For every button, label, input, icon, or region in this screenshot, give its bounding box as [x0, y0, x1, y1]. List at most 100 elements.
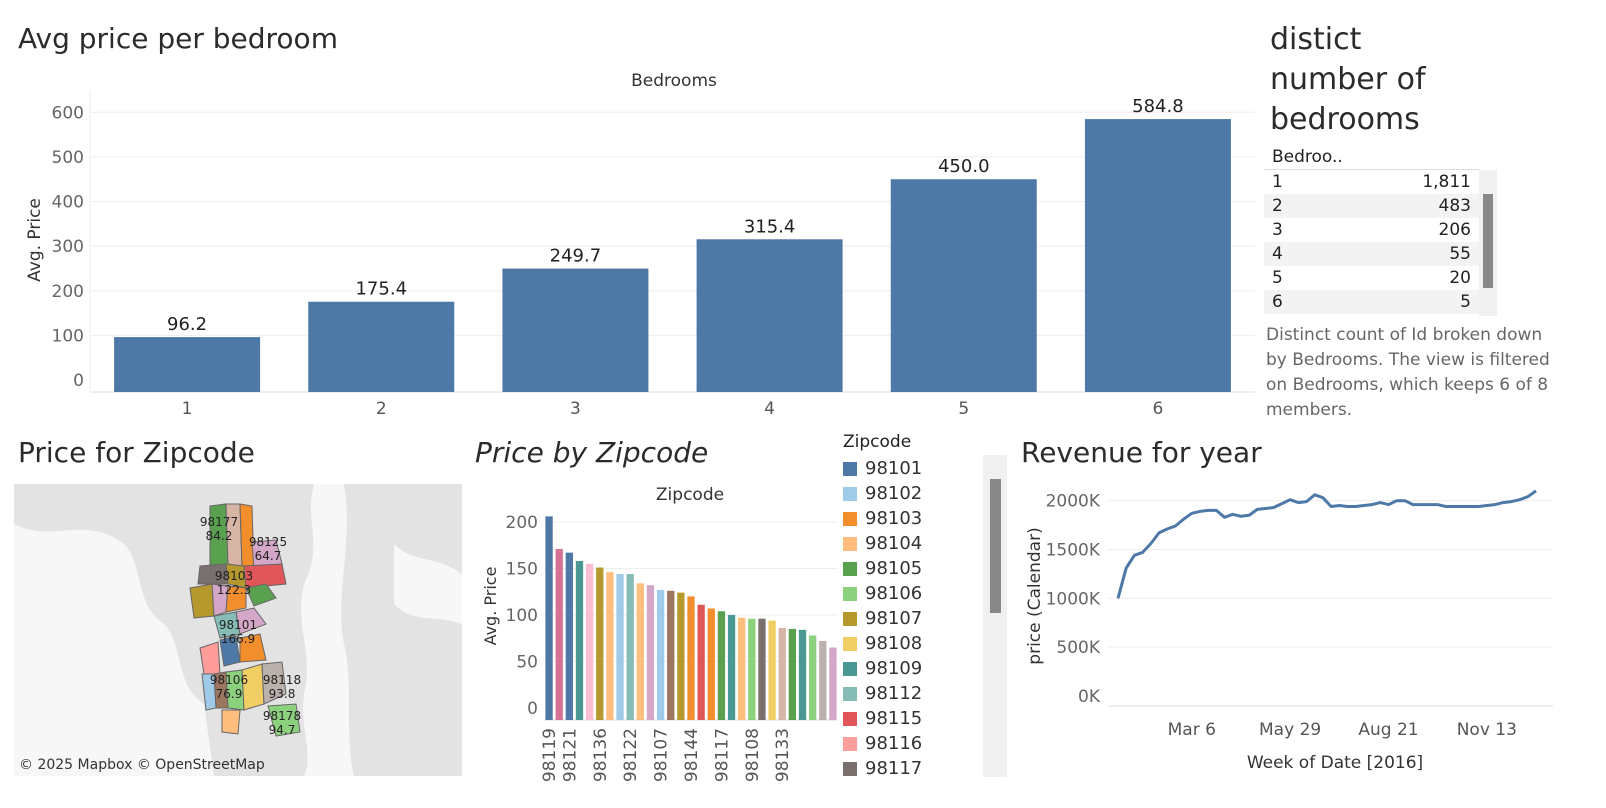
x-tick-label: Aug 21	[1358, 720, 1418, 740]
legend-item[interactable]: 98107	[843, 606, 922, 631]
legend-swatch	[843, 511, 857, 526]
legend-item[interactable]: 98117	[843, 756, 922, 781]
zipcode-map[interactable]: 98177 84.2 98125 64.7 98103 122.3 98101 166.9 98…	[14, 484, 462, 776]
legend-swatch	[843, 586, 857, 601]
x-tick-label: 98144	[682, 728, 702, 782]
bar	[1084, 119, 1231, 392]
bar	[809, 635, 817, 720]
bar	[656, 589, 665, 720]
data-label: 96.2	[167, 314, 207, 335]
legend-swatch	[843, 736, 857, 751]
bar	[890, 179, 1037, 392]
y-tick-label: 1000K	[1046, 589, 1101, 609]
legend-item[interactable]: 98102	[843, 481, 922, 506]
bedroom-ylabel: Avg. Price	[25, 198, 45, 282]
bar	[738, 617, 746, 720]
legend-item[interactable]: 98105	[843, 556, 922, 581]
legend-scrollbar-thumb[interactable]	[990, 479, 1001, 613]
distinct-description: Distinct count of Id broken down by Bedr…	[1266, 325, 1550, 420]
bar	[748, 618, 756, 720]
count-cell: 206	[1438, 220, 1471, 240]
zip-ylabel: Avg. Price	[481, 567, 500, 646]
table-row: 3 206	[1264, 218, 1479, 242]
map-value-label: 76.9	[216, 687, 243, 701]
bar	[626, 574, 634, 720]
distinct-scrollbar-thumb[interactable]	[1483, 194, 1493, 288]
x-tick-label: 4	[764, 399, 775, 419]
legend-scrollbar-track[interactable]	[983, 455, 1007, 777]
bar	[788, 628, 797, 720]
bedroom-header: Bedrooms	[631, 71, 717, 91]
map-value-label: 122.3	[217, 583, 251, 597]
x-tick-label: May 29	[1259, 720, 1321, 740]
distinct-title: distict number of bedrooms	[1270, 20, 1426, 140]
legend-swatch	[843, 536, 857, 551]
bar	[596, 567, 604, 720]
bar	[555, 548, 563, 720]
legend-item[interactable]: 98116	[843, 731, 922, 756]
bar	[502, 268, 649, 392]
legend-swatch	[843, 761, 857, 776]
map-zip-label: 98178	[263, 709, 301, 723]
bedroom-chart-title: Avg price per bedroom	[18, 22, 338, 55]
y-tick-label: 0	[73, 371, 84, 391]
data-label: 584.8	[1132, 96, 1184, 117]
bar	[696, 239, 843, 392]
legend-swatch	[843, 686, 857, 701]
legend-item[interactable]: 98112	[843, 681, 922, 706]
legend-swatch	[843, 611, 857, 626]
y-tick-label: 0	[527, 699, 538, 719]
distinct-scrollbar-track[interactable]	[1479, 170, 1497, 316]
x-tick-label: 98117	[712, 728, 732, 782]
revenue-chart-title: Revenue for year	[1021, 436, 1262, 469]
map-zip-label: 98103	[215, 569, 253, 583]
bar	[758, 618, 766, 720]
map-attribution[interactable]: © 2025 Mapbox © OpenStreetMap	[19, 757, 265, 773]
bar	[819, 641, 827, 720]
count-cell: 483	[1327, 194, 1479, 218]
legend-item[interactable]: 98101	[843, 456, 922, 481]
legend-label: 98115	[865, 708, 923, 729]
revenue-line-chart: price (Calendar) Week of Date [2016] 0K 5…	[1025, 489, 1553, 773]
bar	[798, 629, 807, 720]
legend-swatch	[843, 661, 857, 676]
bar	[114, 337, 261, 392]
revenue-series-line	[1116, 489, 1537, 599]
bedroom-cell: 2	[1264, 194, 1328, 218]
legend-item[interactable]: 98109	[843, 656, 922, 681]
bar	[646, 585, 655, 720]
x-tick-label: 1	[182, 399, 193, 419]
zip-chart-title: Price by Zipcode	[475, 436, 709, 469]
count-cell: 20	[1449, 268, 1471, 288]
legend-item[interactable]: 98108	[843, 631, 922, 656]
bar	[616, 574, 624, 720]
bar	[717, 611, 726, 720]
bar	[667, 590, 675, 720]
legend-item[interactable]: 98115	[843, 706, 922, 731]
map-zip-label: 98101	[219, 618, 257, 632]
map-zip-label: 98106	[210, 673, 248, 687]
legend-swatch	[843, 636, 857, 651]
y-tick-label: 500	[52, 148, 84, 168]
x-tick-label: 98119	[540, 728, 560, 782]
x-tick-label: 98107	[652, 728, 672, 782]
legend-label: 98117	[865, 758, 923, 779]
bar	[727, 614, 736, 720]
legend-item[interactable]: 98103	[843, 506, 922, 531]
bar	[778, 628, 786, 720]
legend-item[interactable]: 98106	[843, 581, 922, 606]
zip-legend: Zipcode 98101 98102 98103 98104 98105 98106 98…	[843, 432, 922, 781]
bar	[707, 608, 715, 720]
x-tick-label: 98121	[560, 728, 580, 782]
legend-label: 98106	[865, 583, 923, 604]
map-zip-label: 98125	[249, 535, 287, 549]
bar	[575, 561, 584, 720]
y-tick-label: 400	[52, 193, 84, 213]
legend-label: 98104	[865, 533, 923, 554]
bar	[636, 583, 644, 720]
legend-item[interactable]: 98104	[843, 531, 922, 556]
